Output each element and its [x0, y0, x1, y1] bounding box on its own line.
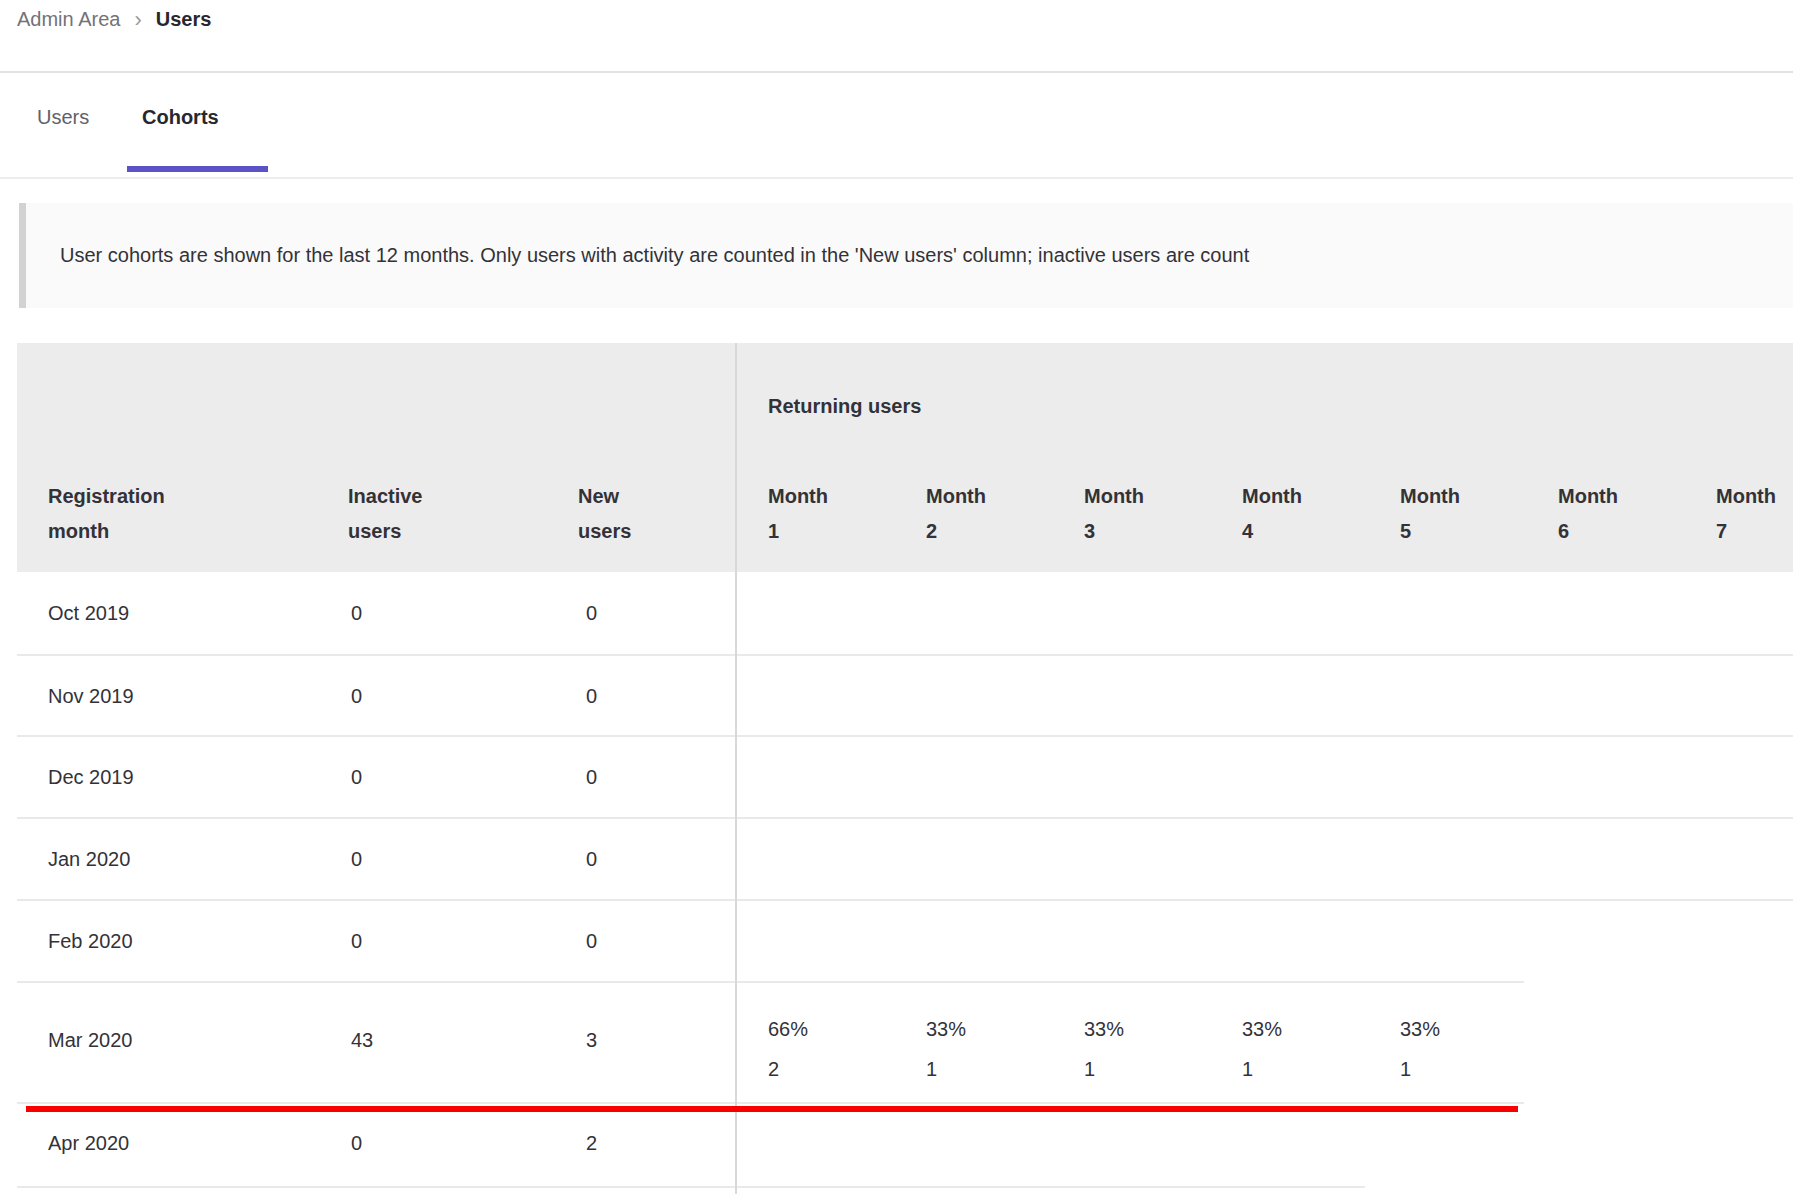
cohorts-info-banner: User cohorts are shown for the last 12 m…	[19, 203, 1793, 308]
breadcrumb-divider	[0, 71, 1793, 73]
returning-count: 1	[1400, 1049, 1440, 1089]
row-mar-2020-returning-month-5: 33% 1	[1400, 1009, 1440, 1089]
row-dec-2019-new: 0	[586, 764, 597, 790]
row-mar-2020-returning-month-3: 33% 1	[1084, 1009, 1124, 1089]
cohorts-info-text: User cohorts are shown for the last 12 m…	[26, 244, 1249, 267]
row-divider	[17, 1102, 1524, 1104]
row-mar-2020-returning-month-1: 66% 2	[768, 1009, 808, 1089]
row-jan-2020-inactive: 0	[351, 846, 362, 872]
returning-count: 1	[1242, 1049, 1282, 1089]
returning-users-column-divider	[735, 343, 737, 1194]
column-header-registration-month: Registration month	[48, 479, 218, 549]
breadcrumb-chevron-icon: ›	[134, 10, 141, 30]
column-header-month-2: Month 2	[926, 479, 994, 549]
returning-percentage: 33%	[926, 1009, 966, 1049]
returning-percentage: 66%	[768, 1009, 808, 1049]
row-feb-2020-month: Feb 2020	[48, 928, 133, 954]
breadcrumb: Admin Area › Users	[17, 8, 211, 31]
column-header-month-1: Month 1	[768, 479, 836, 549]
annotation-red-underline	[26, 1106, 1518, 1112]
column-header-month-4: Month 4	[1242, 479, 1310, 549]
row-divider	[17, 817, 1793, 819]
active-tab-underline	[127, 166, 268, 172]
breadcrumb-current-page: Users	[156, 8, 212, 31]
breadcrumb-link-admin-area[interactable]: Admin Area	[17, 8, 120, 31]
row-dec-2019-month: Dec 2019	[48, 764, 134, 790]
column-header-month-6: Month 6	[1558, 479, 1626, 549]
column-group-returning-users: Returning users	[768, 395, 921, 418]
row-mar-2020-new: 3	[586, 1027, 597, 1053]
row-feb-2020-inactive: 0	[351, 928, 362, 954]
row-oct-2019-inactive: 0	[351, 600, 362, 626]
column-header-inactive-users: Inactive users	[348, 479, 458, 549]
row-divider	[17, 1186, 1365, 1188]
tab-users[interactable]: Users	[37, 106, 89, 129]
row-oct-2019-new: 0	[586, 600, 597, 626]
column-header-month-5: Month 5	[1400, 479, 1468, 549]
row-feb-2020-new: 0	[586, 928, 597, 954]
row-oct-2019-month: Oct 2019	[48, 600, 129, 626]
row-apr-2020-month: Apr 2020	[48, 1130, 129, 1156]
column-header-month-7: Month 7	[1716, 479, 1784, 549]
returning-percentage: 33%	[1084, 1009, 1124, 1049]
column-header-month-3: Month 3	[1084, 479, 1152, 549]
row-nov-2019-month: Nov 2019	[48, 683, 134, 709]
row-mar-2020-month: Mar 2020	[48, 1027, 133, 1053]
row-jan-2020-month: Jan 2020	[48, 846, 130, 872]
row-divider	[17, 899, 1793, 901]
row-nov-2019-inactive: 0	[351, 683, 362, 709]
row-apr-2020-inactive: 0	[351, 1130, 362, 1156]
row-apr-2020-new: 2	[586, 1130, 597, 1156]
tabbar-divider	[0, 177, 1793, 179]
row-divider	[17, 735, 1793, 737]
cohort-table: Returning users Registration month Inact…	[17, 343, 1793, 1194]
row-nov-2019-new: 0	[586, 683, 597, 709]
returning-count: 1	[926, 1049, 966, 1089]
row-mar-2020-returning-month-4: 33% 1	[1242, 1009, 1282, 1089]
table-header: Returning users Registration month Inact…	[17, 343, 1793, 572]
returning-count: 2	[768, 1049, 808, 1089]
row-mar-2020-inactive: 43	[351, 1027, 373, 1053]
row-divider	[17, 981, 1524, 983]
row-dec-2019-inactive: 0	[351, 764, 362, 790]
returning-percentage: 33%	[1400, 1009, 1440, 1049]
row-mar-2020-returning-month-2: 33% 1	[926, 1009, 966, 1089]
row-jan-2020-new: 0	[586, 846, 597, 872]
row-divider	[17, 654, 1793, 656]
returning-count: 1	[1084, 1049, 1124, 1089]
returning-percentage: 33%	[1242, 1009, 1282, 1049]
tab-cohorts[interactable]: Cohorts	[142, 106, 219, 129]
column-header-new-users: New users	[578, 479, 658, 549]
